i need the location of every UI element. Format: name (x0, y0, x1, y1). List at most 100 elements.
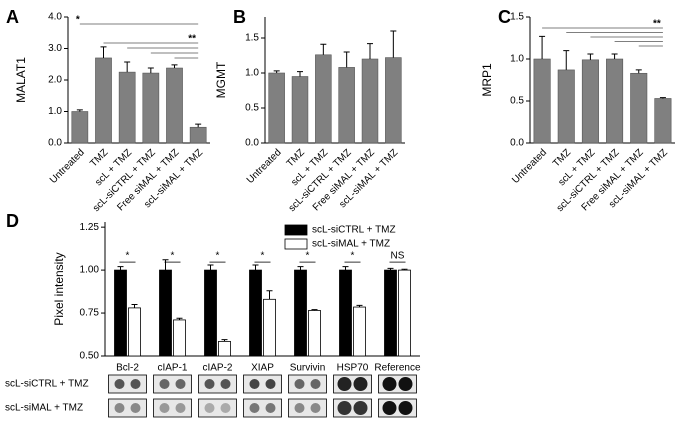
y-tick-label: 2.0 (48, 75, 62, 86)
error-bar (659, 97, 666, 99)
x-tick-label: Bcl-2 (116, 363, 139, 374)
significance-label: * (76, 15, 80, 26)
significance-label: * (126, 251, 130, 262)
blot-dot (294, 379, 305, 389)
blot-dot (130, 403, 141, 413)
blot-frame (243, 398, 282, 418)
x-tick-label: cIAP-2 (202, 363, 232, 374)
bar (204, 269, 217, 357)
blot-dot (130, 379, 141, 389)
bar (315, 54, 332, 144)
blot-frame (153, 398, 192, 418)
y-tick-label: 1.25 (80, 222, 100, 233)
error-bar (311, 309, 318, 311)
blot-dot (175, 403, 186, 413)
y-tick-label: 1.0 (48, 106, 62, 117)
error-bar (297, 71, 303, 77)
blot-dot (398, 401, 413, 415)
blot-dot (310, 379, 321, 389)
error-bar (356, 304, 363, 308)
error-bar (207, 264, 214, 271)
error-bar (343, 51, 350, 68)
significance-label: * (261, 251, 265, 262)
bar (361, 58, 379, 144)
bar (114, 269, 127, 357)
y-tick-label: 3.0 (48, 43, 62, 54)
blot-dot (398, 377, 413, 391)
blot-row-label: scL-siCTRL + TMZ (5, 379, 89, 390)
blot-dot (204, 403, 215, 413)
bar (173, 319, 186, 357)
significance-label: ** (188, 34, 196, 45)
bar (159, 269, 172, 357)
blot-row-label: scL-siMAL + TMZ (5, 403, 83, 414)
bar (294, 269, 307, 357)
legend-swatch (284, 238, 308, 250)
blot-frame (288, 398, 327, 418)
error-bar (297, 266, 304, 271)
legend-swatch (284, 224, 308, 236)
legend-label: scL-siMAL + TMZ (312, 239, 390, 250)
significance-label: * (216, 251, 220, 262)
blot-dot (249, 379, 260, 389)
error-bar (266, 290, 273, 300)
bar (118, 71, 136, 144)
error-bar (587, 53, 594, 60)
y-tick-label: 1.00 (80, 265, 100, 276)
x-tick-label: cIAP-1 (157, 363, 187, 374)
bar (353, 306, 366, 357)
y-tick-label: 1.5 (245, 33, 259, 44)
error-bar (273, 70, 280, 73)
bar (581, 59, 599, 144)
bar (166, 67, 183, 144)
legend-label: scL-siCTRL + TMZ (312, 225, 396, 236)
error-bar (176, 317, 183, 320)
blot-dot (265, 403, 276, 413)
panel-label: C (498, 7, 511, 27)
error-bar (390, 30, 397, 58)
error-bar (124, 61, 131, 73)
blot-dot (220, 379, 231, 389)
blot-frame (243, 374, 282, 394)
error-bar (221, 339, 228, 342)
blot-frame (288, 374, 327, 394)
blot-dot (353, 377, 368, 391)
y-tick-label: 0.0 (510, 138, 524, 149)
bar (128, 307, 141, 357)
blot-dot (249, 403, 260, 413)
blot-dot (159, 403, 170, 413)
error-bar (611, 53, 618, 59)
bar (654, 98, 672, 144)
blot-dot (220, 403, 231, 413)
bar (533, 58, 551, 144)
blot-dot (382, 401, 397, 415)
y-tick-label: 4.0 (48, 12, 62, 23)
x-tick-label: Untreated (245, 147, 284, 186)
blot-images: scL-siCTRL + TMZ scL-siMAL + TMZ (5, 374, 417, 418)
error-bar (117, 266, 124, 271)
error-bar (342, 266, 349, 271)
bar (398, 269, 411, 357)
bar (95, 57, 112, 144)
y-axis-label: MGMT (214, 61, 228, 98)
y-axis-label: MALAT1 (14, 57, 28, 103)
bar (308, 310, 321, 357)
error-bar (171, 64, 178, 69)
blot-dot (159, 379, 170, 389)
error-bar (539, 35, 546, 59)
bar (630, 72, 648, 144)
y-tick-label: 0.0 (245, 138, 259, 149)
blot-dot (114, 379, 125, 389)
y-tick-label: 1.5 (510, 12, 524, 23)
significance-label: ** (653, 19, 661, 30)
bar (249, 269, 262, 357)
bar (384, 269, 397, 357)
bar (338, 67, 355, 144)
error-bar (252, 264, 259, 271)
error-bar (131, 303, 138, 308)
blot-dot (353, 401, 368, 415)
significance-label: * (351, 251, 355, 262)
blot-dot (382, 377, 397, 391)
blot-dot (310, 403, 321, 413)
y-tick-label: 0.5 (510, 96, 524, 107)
